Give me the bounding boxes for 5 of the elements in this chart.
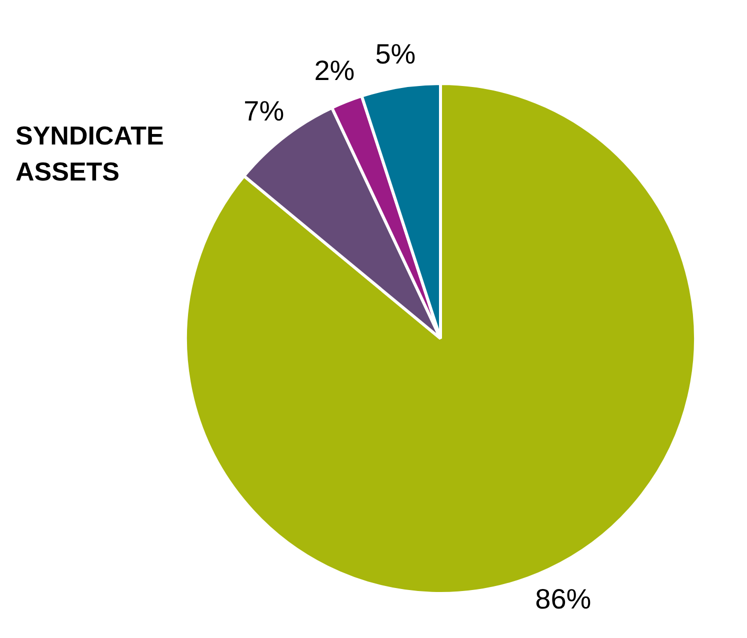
text: SYNDICATE ASSETS [16, 120, 164, 186]
data-label: 7% [244, 95, 284, 126]
data-label: 86% [535, 584, 592, 615]
data-label: 2% [314, 55, 355, 86]
data-label: 5% [375, 38, 416, 70]
